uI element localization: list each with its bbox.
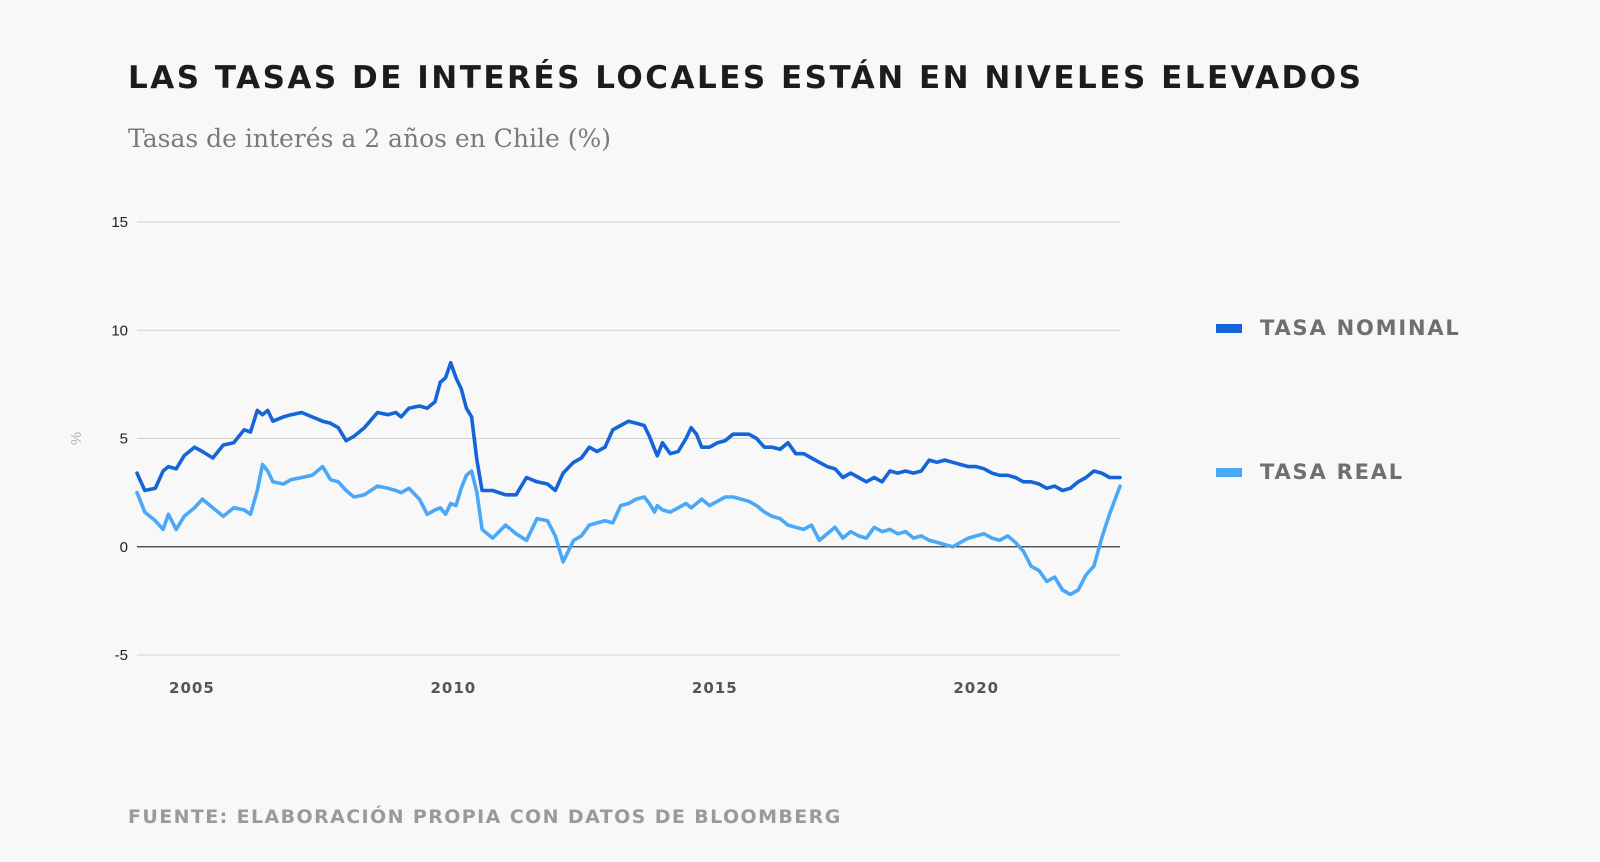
legend-item-tasa-nominal: TASA NOMINAL: [1216, 316, 1461, 340]
x-tick-label: 2010: [430, 679, 476, 697]
series-line-tasa-nominal: [135, 360, 1122, 497]
chart-subtitle: Tasas de interés a 2 años en Chile (%): [128, 124, 611, 153]
legend-label-tasa-real: TASA REAL: [1260, 460, 1404, 484]
y-axis-label: %: [68, 432, 85, 445]
chart-title: LAS TASAS DE INTERÉS LOCALES ESTÁN EN NI…: [128, 60, 1364, 96]
legend-label-tasa-nominal: TASA NOMINAL: [1260, 316, 1461, 340]
legend-swatch-tasa-real: [1216, 467, 1242, 477]
y-tick-label: 10: [111, 322, 128, 339]
legend-swatch-tasa-nominal: [1216, 323, 1242, 333]
source-note: FUENTE: ELABORACIÓN PROPIA CON DATOS DE …: [128, 806, 842, 828]
y-tick-label: 15: [111, 214, 128, 231]
x-tick-label: 2020: [953, 679, 999, 697]
series-line-tasa-real: [135, 462, 1122, 597]
x-tick-label: 2005: [169, 679, 215, 697]
y-tick-label: -5: [115, 647, 128, 664]
legend-item-tasa-real: TASA REAL: [1216, 460, 1404, 484]
x-tick-label: 2015: [692, 679, 738, 697]
y-tick-label: 0: [120, 539, 128, 556]
y-tick-label: 5: [120, 431, 128, 448]
